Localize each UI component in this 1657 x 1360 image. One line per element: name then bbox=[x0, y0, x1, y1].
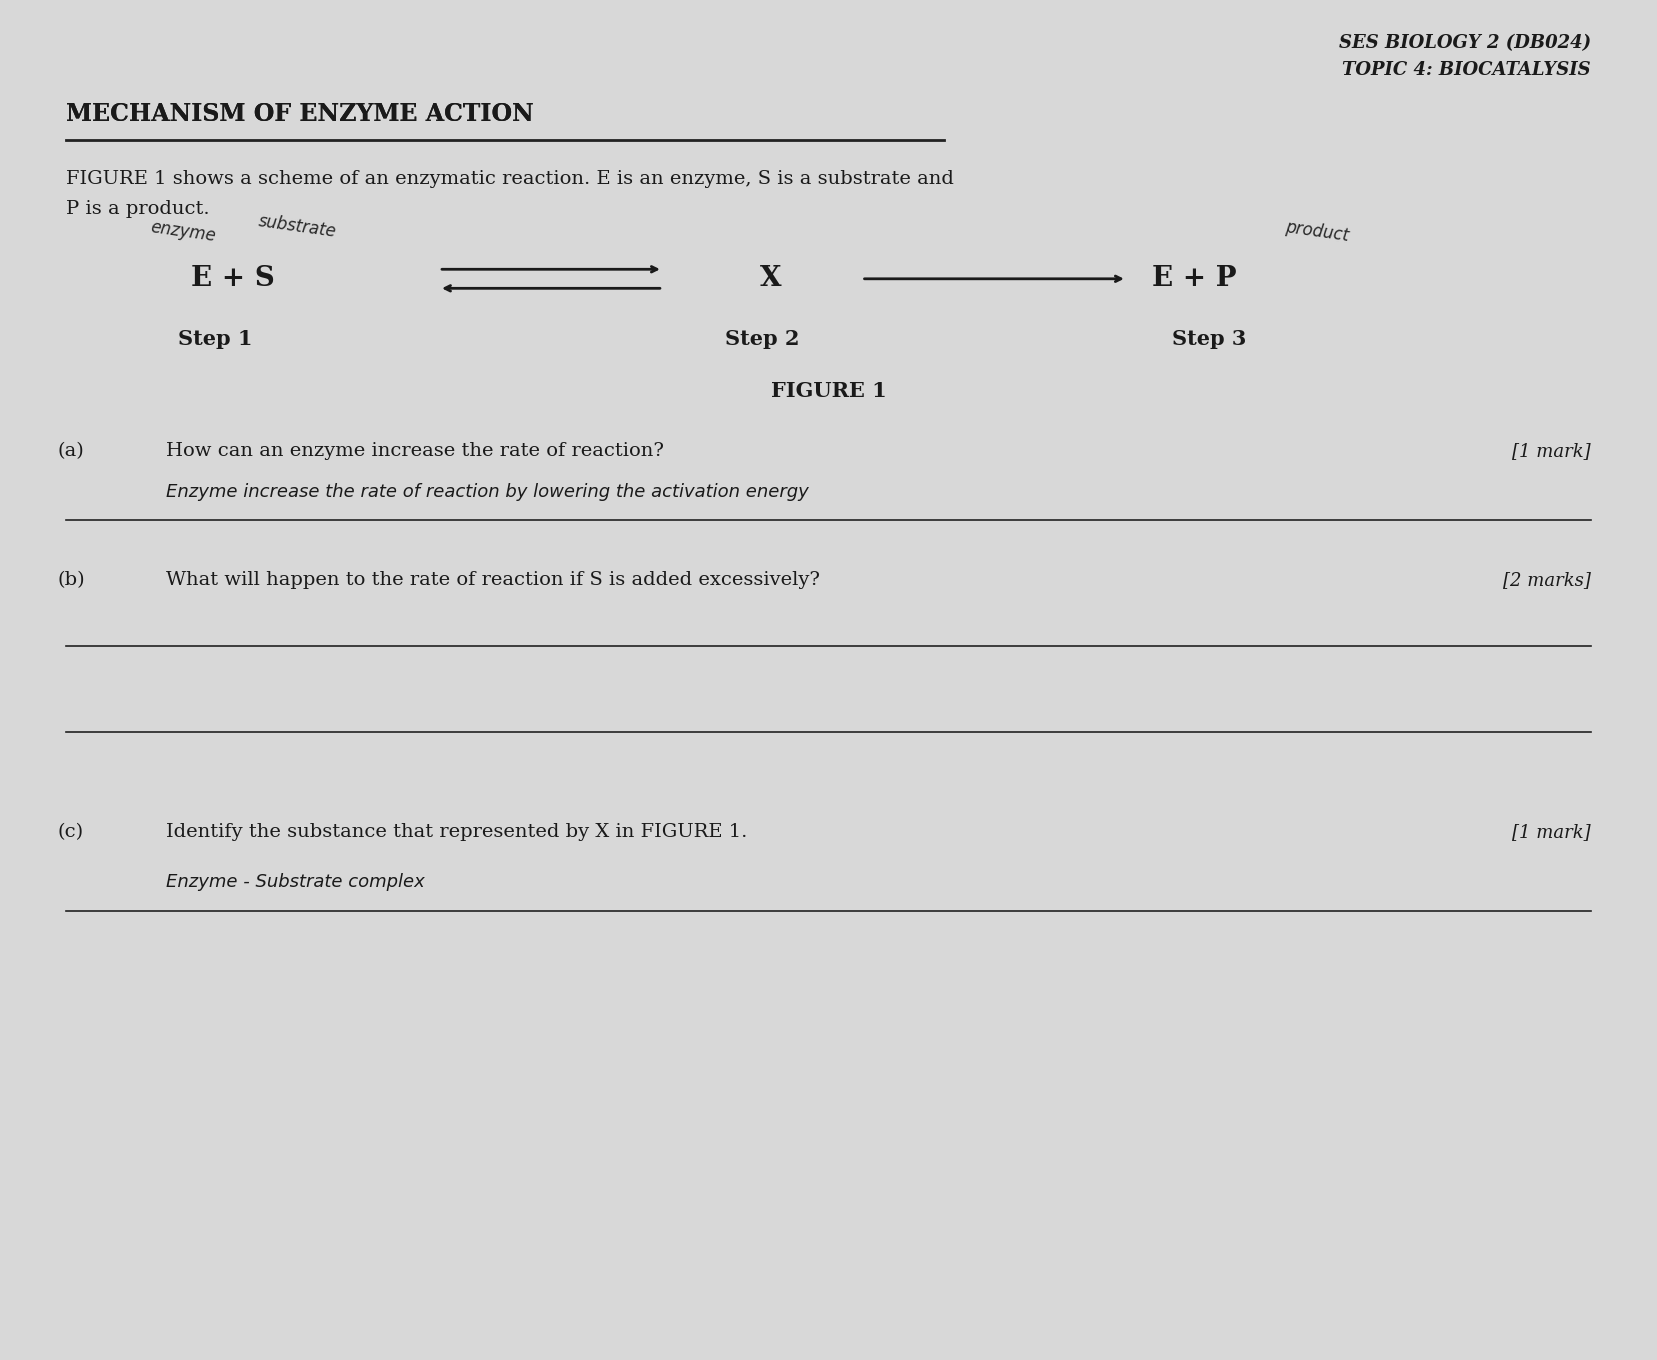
Text: TOPIC 4: BIOCATALYSIS: TOPIC 4: BIOCATALYSIS bbox=[1342, 61, 1591, 79]
Text: (a): (a) bbox=[58, 442, 85, 460]
Text: product: product bbox=[1284, 218, 1350, 245]
Text: enzyme: enzyme bbox=[149, 218, 217, 245]
Text: Step 1: Step 1 bbox=[179, 329, 252, 350]
Text: (b): (b) bbox=[58, 571, 86, 589]
Text: Enzyme - Substrate complex: Enzyme - Substrate complex bbox=[166, 873, 424, 891]
Text: E + S: E + S bbox=[191, 265, 275, 292]
Text: SES BIOLOGY 2 (DB024): SES BIOLOGY 2 (DB024) bbox=[1339, 34, 1591, 52]
Text: [1 mark]: [1 mark] bbox=[1513, 823, 1591, 840]
Text: Step 2: Step 2 bbox=[726, 329, 799, 350]
Text: (c): (c) bbox=[58, 823, 85, 840]
Text: [1 mark]: [1 mark] bbox=[1513, 442, 1591, 460]
Text: Identify the substance that represented by X in FIGURE 1.: Identify the substance that represented … bbox=[166, 823, 747, 840]
Text: X: X bbox=[759, 265, 782, 292]
Text: How can an enzyme increase the rate of reaction?: How can an enzyme increase the rate of r… bbox=[166, 442, 664, 460]
Text: Enzyme increase the rate of reaction by lowering the activation energy: Enzyme increase the rate of reaction by … bbox=[166, 483, 809, 500]
Text: MECHANISM OF ENZYME ACTION: MECHANISM OF ENZYME ACTION bbox=[66, 102, 534, 126]
Text: [2 marks]: [2 marks] bbox=[1503, 571, 1591, 589]
Text: E + P: E + P bbox=[1152, 265, 1236, 292]
Text: FIGURE 1 shows a scheme of an enzymatic reaction. E is an enzyme, S is a substra: FIGURE 1 shows a scheme of an enzymatic … bbox=[66, 170, 954, 188]
Text: What will happen to the rate of reaction if S is added excessively?: What will happen to the rate of reaction… bbox=[166, 571, 820, 589]
Text: FIGURE 1: FIGURE 1 bbox=[771, 381, 886, 401]
Text: MECHANISM OF ENZYME ACTION: MECHANISM OF ENZYME ACTION bbox=[66, 102, 534, 126]
Text: substrate: substrate bbox=[257, 212, 338, 241]
Text: P is a product.: P is a product. bbox=[66, 200, 210, 218]
Text: Step 3: Step 3 bbox=[1173, 329, 1246, 350]
